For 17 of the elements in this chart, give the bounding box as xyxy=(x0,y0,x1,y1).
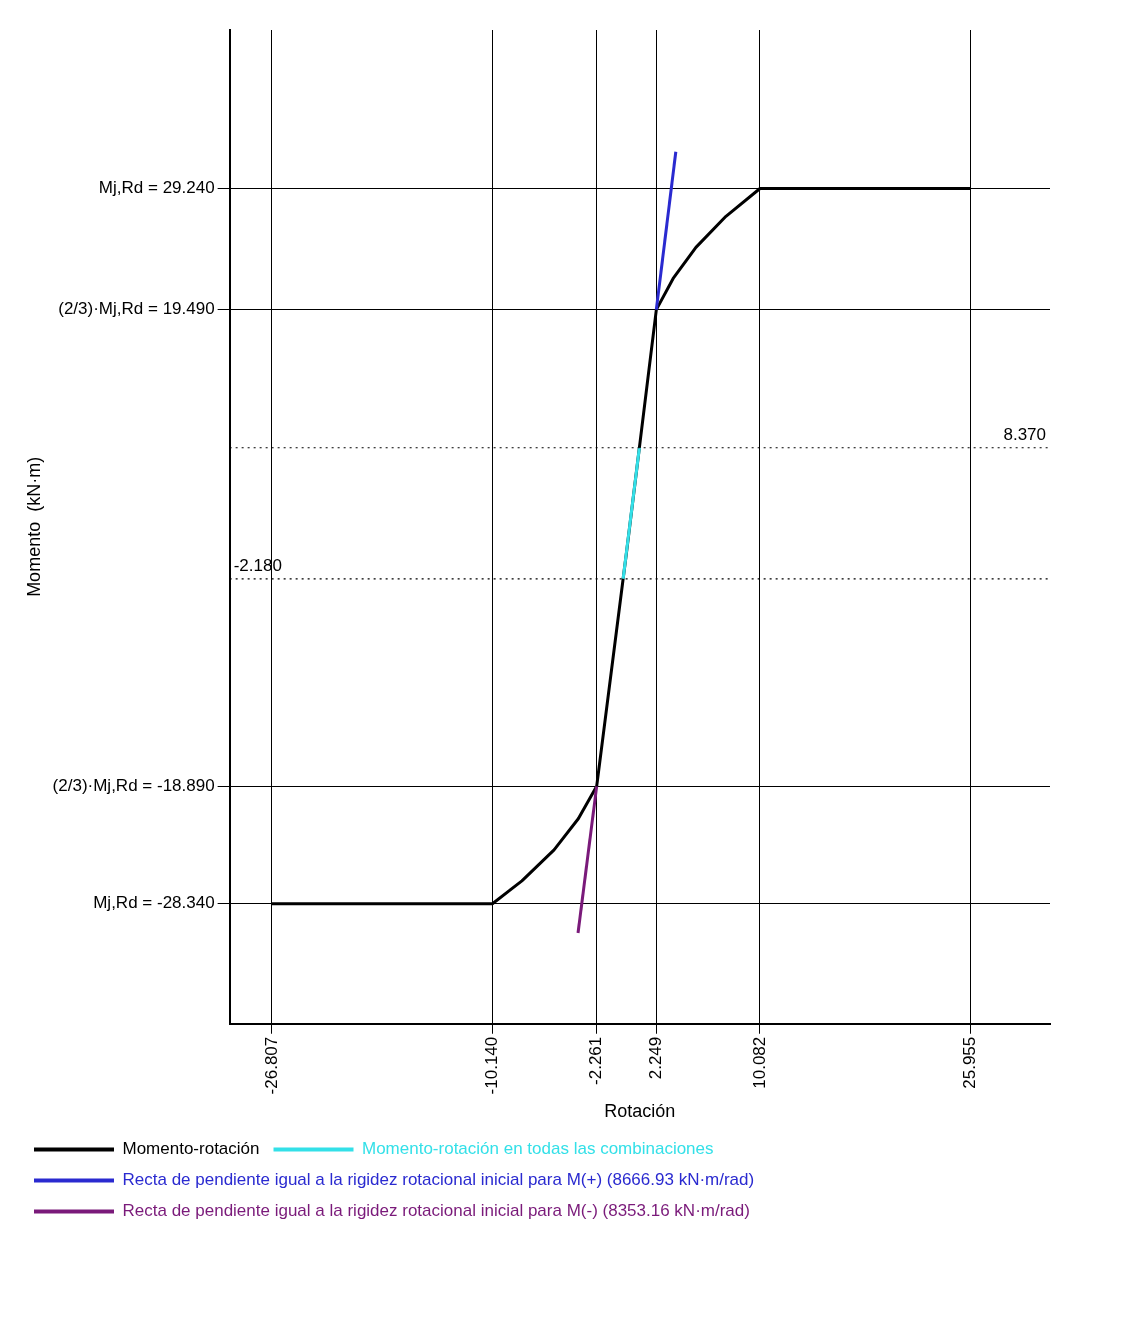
legend-label: Momento-rotación xyxy=(122,1139,260,1159)
legend-label: Recta de pendiente igual a la rigidez rotacional inicial para M(+) (8666.93 kN·m/rad) xyxy=(122,1170,755,1190)
x-tick-label: 25.955 xyxy=(959,1036,979,1089)
y-tick-label: Mj,Rd = 29.240 xyxy=(98,178,215,198)
y-tick-label: (2/3)·Mj,Rd = -18.890 xyxy=(52,776,215,796)
x-tick-label: 2.249 xyxy=(646,1036,666,1080)
x-tick-label: -2.261 xyxy=(586,1036,606,1085)
y-axis-title: Momento (kN·m) xyxy=(23,456,44,597)
x-tick-label: -26.807 xyxy=(261,1036,281,1095)
ref-line-label: 8.370 xyxy=(1003,424,1046,444)
x-tick-label: 10.082 xyxy=(749,1036,769,1089)
legend-label: Recta de pendiente igual a la rigidez rotacional inicial para M(-) (8353.16 kN·m/rad) xyxy=(122,1201,750,1221)
x-axis-title: Rotación xyxy=(604,1101,676,1122)
x-tick-label: -10.140 xyxy=(482,1036,502,1095)
y-tick-label: Mj,Rd = -28.340 xyxy=(93,893,215,913)
legend-label: Momento-rotación en todas las combinaciones xyxy=(362,1139,714,1159)
y-tick-label: (2/3)·Mj,Rd = 19.490 xyxy=(58,299,215,319)
